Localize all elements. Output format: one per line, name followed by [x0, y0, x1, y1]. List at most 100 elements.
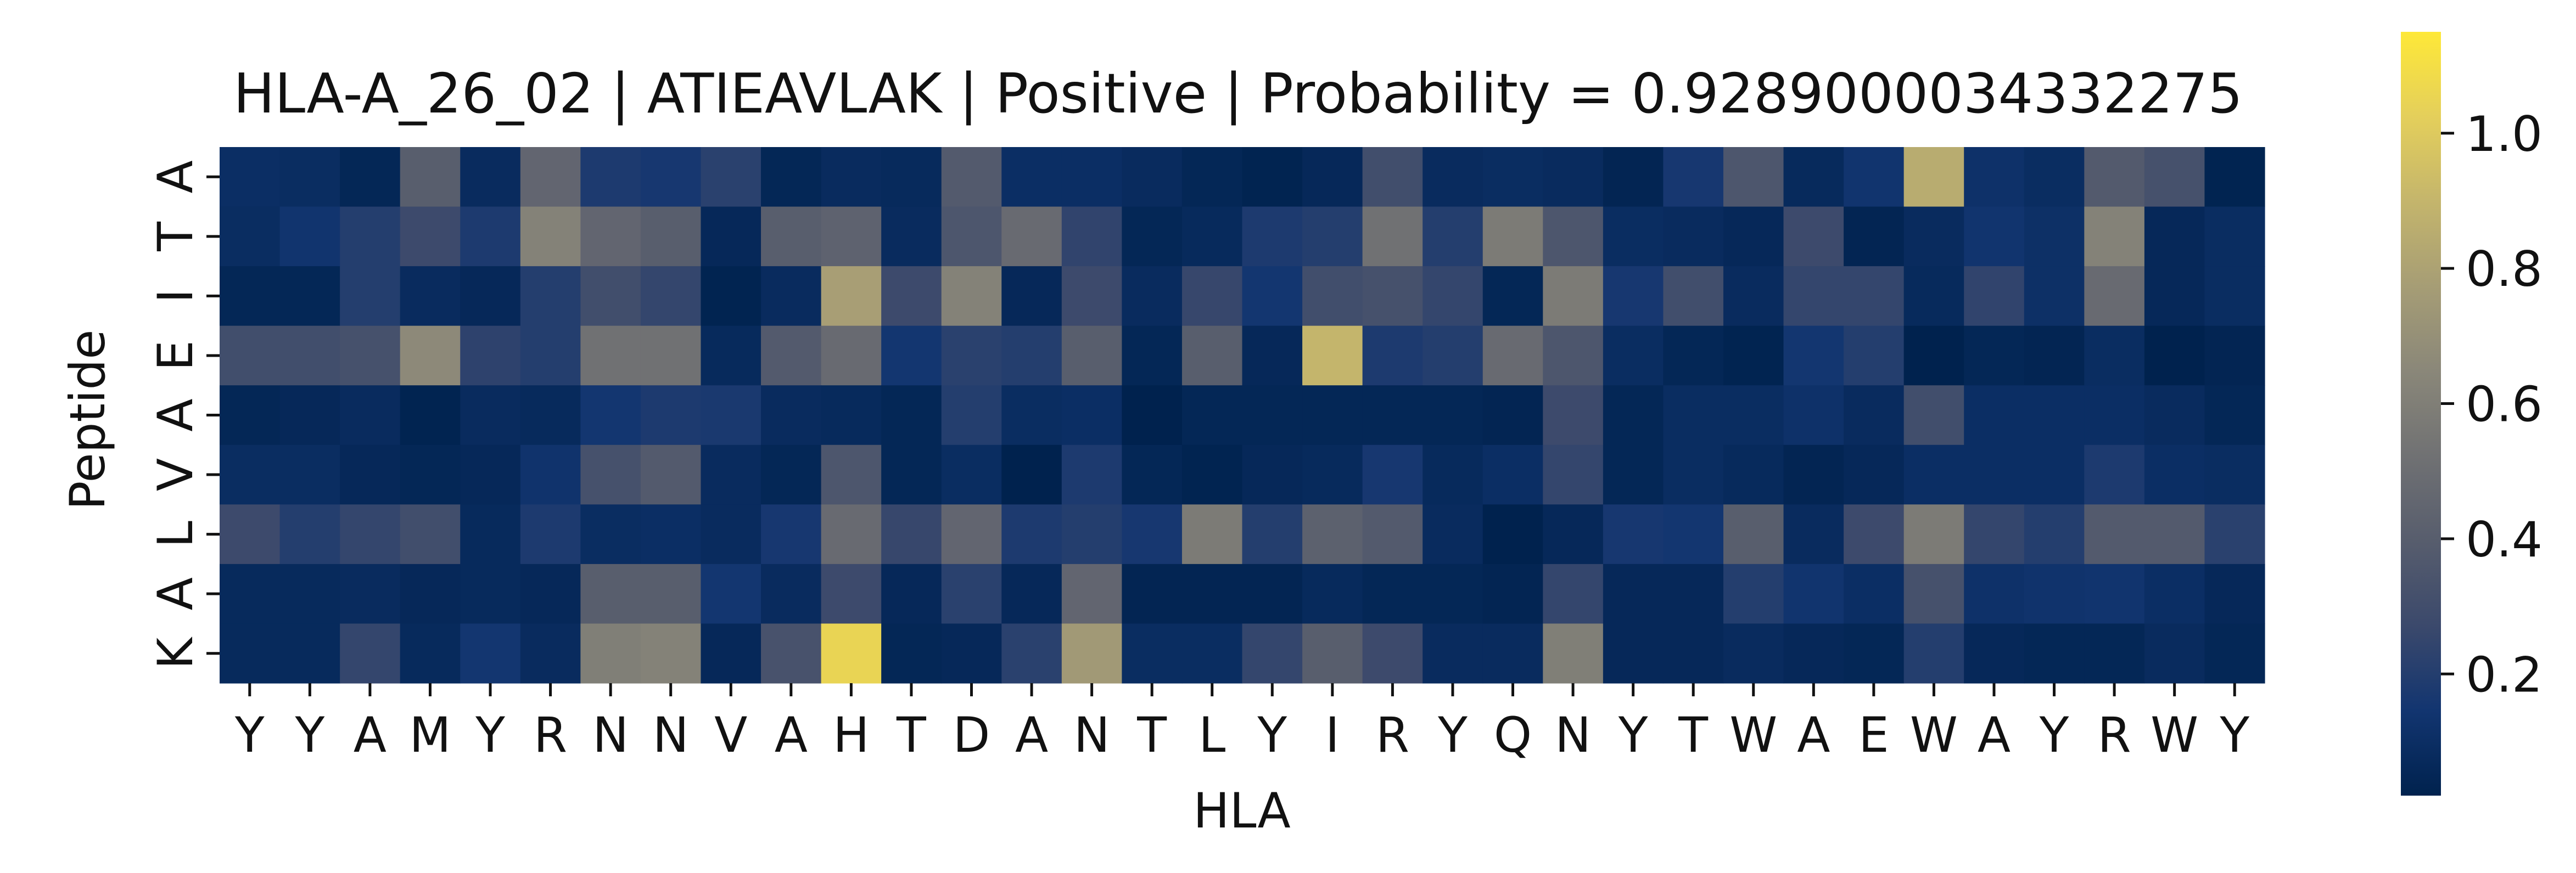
heatmap-cell: [340, 147, 401, 207]
heatmap-cell: [1482, 444, 1543, 505]
heatmap-cell: [580, 504, 641, 565]
heatmap-cell: [279, 444, 340, 505]
heatmap-cell: [520, 623, 581, 684]
heatmap-cell: [1423, 504, 1483, 565]
heatmap-cell: [640, 206, 702, 267]
heatmap-cell: [1663, 385, 1724, 446]
heatmap-cell: [1122, 504, 1183, 565]
heatmap-cell: [1181, 266, 1243, 326]
heatmap-cell: [460, 266, 521, 326]
heatmap-cell: [1482, 385, 1543, 446]
heatmap-cell: [1122, 206, 1183, 267]
heatmap-cell: [460, 623, 521, 684]
heatmap-cell: [520, 444, 581, 505]
heatmap-cell: [340, 266, 401, 326]
heatmap-cell: [821, 266, 882, 326]
heatmap-cell: [1543, 504, 1604, 565]
heatmap-cell: [220, 623, 281, 684]
heatmap-cell: [1844, 147, 1905, 207]
heatmap-cell: [821, 504, 882, 565]
y-tick-label: V: [147, 458, 204, 491]
heatmap-cell: [1242, 266, 1303, 326]
heatmap-cell: [2144, 504, 2205, 565]
heatmap-cell: [1362, 504, 1423, 565]
heatmap-cell: [1844, 504, 1905, 565]
heatmap-cell: [1362, 147, 1423, 207]
heatmap-cell: [1001, 504, 1062, 565]
heatmap-cell: [1242, 147, 1303, 207]
heatmap-cell: [340, 444, 401, 505]
heatmap-cell: [2204, 444, 2265, 505]
heatmap-cell: [941, 325, 1002, 386]
heatmap-cell: [400, 325, 461, 386]
heatmap-cell: [941, 385, 1002, 446]
heatmap-cell: [1181, 147, 1243, 207]
heatmap-cell: [1001, 325, 1062, 386]
heatmap-cell: [2144, 444, 2205, 505]
heatmap-cell: [1181, 623, 1243, 684]
heatmap-cell: [1302, 564, 1363, 624]
heatmap-cell: [1061, 564, 1122, 624]
heatmap-cell: [340, 385, 401, 446]
heatmap-cell: [2084, 147, 2145, 207]
heatmap-cell: [1302, 623, 1363, 684]
heatmap-cell: [1302, 266, 1363, 326]
heatmap-cell: [881, 385, 942, 446]
heatmap-cell: [1423, 623, 1483, 684]
heatmap-cell: [1543, 444, 1604, 505]
heatmap-cell: [1482, 504, 1543, 565]
x-tick-label: L: [1199, 707, 1225, 763]
heatmap-cell: [400, 206, 461, 267]
heatmap-cell: [761, 504, 822, 565]
heatmap-cell: [400, 147, 461, 207]
heatmap-cell: [881, 206, 942, 267]
heatmap-cell: [2204, 147, 2265, 207]
y-tick-label: A: [147, 577, 204, 610]
heatmap-cell: [821, 206, 882, 267]
heatmap-cell: [1903, 623, 1964, 684]
heatmap-cell: [400, 623, 461, 684]
heatmap-cell: [220, 266, 281, 326]
heatmap-cell: [460, 206, 521, 267]
colorbar-tick-label: 0.4: [2466, 511, 2543, 568]
heatmap-cell: [580, 325, 641, 386]
x-tick-label: N: [1555, 707, 1591, 763]
heatmap-cell: [1663, 444, 1724, 505]
heatmap-cell: [761, 623, 822, 684]
heatmap-cell: [1302, 504, 1363, 565]
x-tick-label: R: [534, 707, 567, 763]
heatmap-cell: [1061, 147, 1122, 207]
heatmap-cell: [1603, 147, 1664, 207]
heatmap-cell: [279, 564, 340, 624]
heatmap-cell: [701, 444, 761, 505]
heatmap-cell: [1723, 623, 1784, 684]
y-tick-label: E: [147, 340, 204, 371]
heatmap-cell: [1181, 444, 1243, 505]
heatmap-cell: [1362, 385, 1423, 446]
heatmap-cell: [1122, 147, 1183, 207]
heatmap-cell: [701, 147, 761, 207]
heatmap-cell: [580, 564, 641, 624]
heatmap-cell: [1783, 385, 1844, 446]
heatmap-cell: [1663, 266, 1724, 326]
heatmap-cell: [1844, 206, 1905, 267]
heatmap-cell: [640, 147, 702, 207]
x-tick-label: H: [833, 707, 869, 763]
x-tick-label: Y: [294, 707, 324, 763]
colorbar-tick-label: 0.6: [2466, 376, 2543, 433]
heatmap-cell: [460, 325, 521, 386]
colorbar-tick-label: 1.0: [2466, 106, 2543, 162]
heatmap-cell: [1723, 147, 1784, 207]
heatmap-cell: [2204, 325, 2265, 386]
heatmap-cell: [761, 385, 822, 446]
heatmap-cell: [1964, 564, 2025, 624]
heatmap-cell: [821, 147, 882, 207]
heatmap-cell: [1844, 444, 1905, 505]
heatmap-cell: [2204, 504, 2265, 565]
heatmap-cell: [1181, 504, 1243, 565]
heatmap-cell: [1723, 206, 1784, 267]
heatmap-cell: [821, 325, 882, 386]
heatmap-cell: [520, 266, 581, 326]
heatmap-cell: [400, 266, 461, 326]
